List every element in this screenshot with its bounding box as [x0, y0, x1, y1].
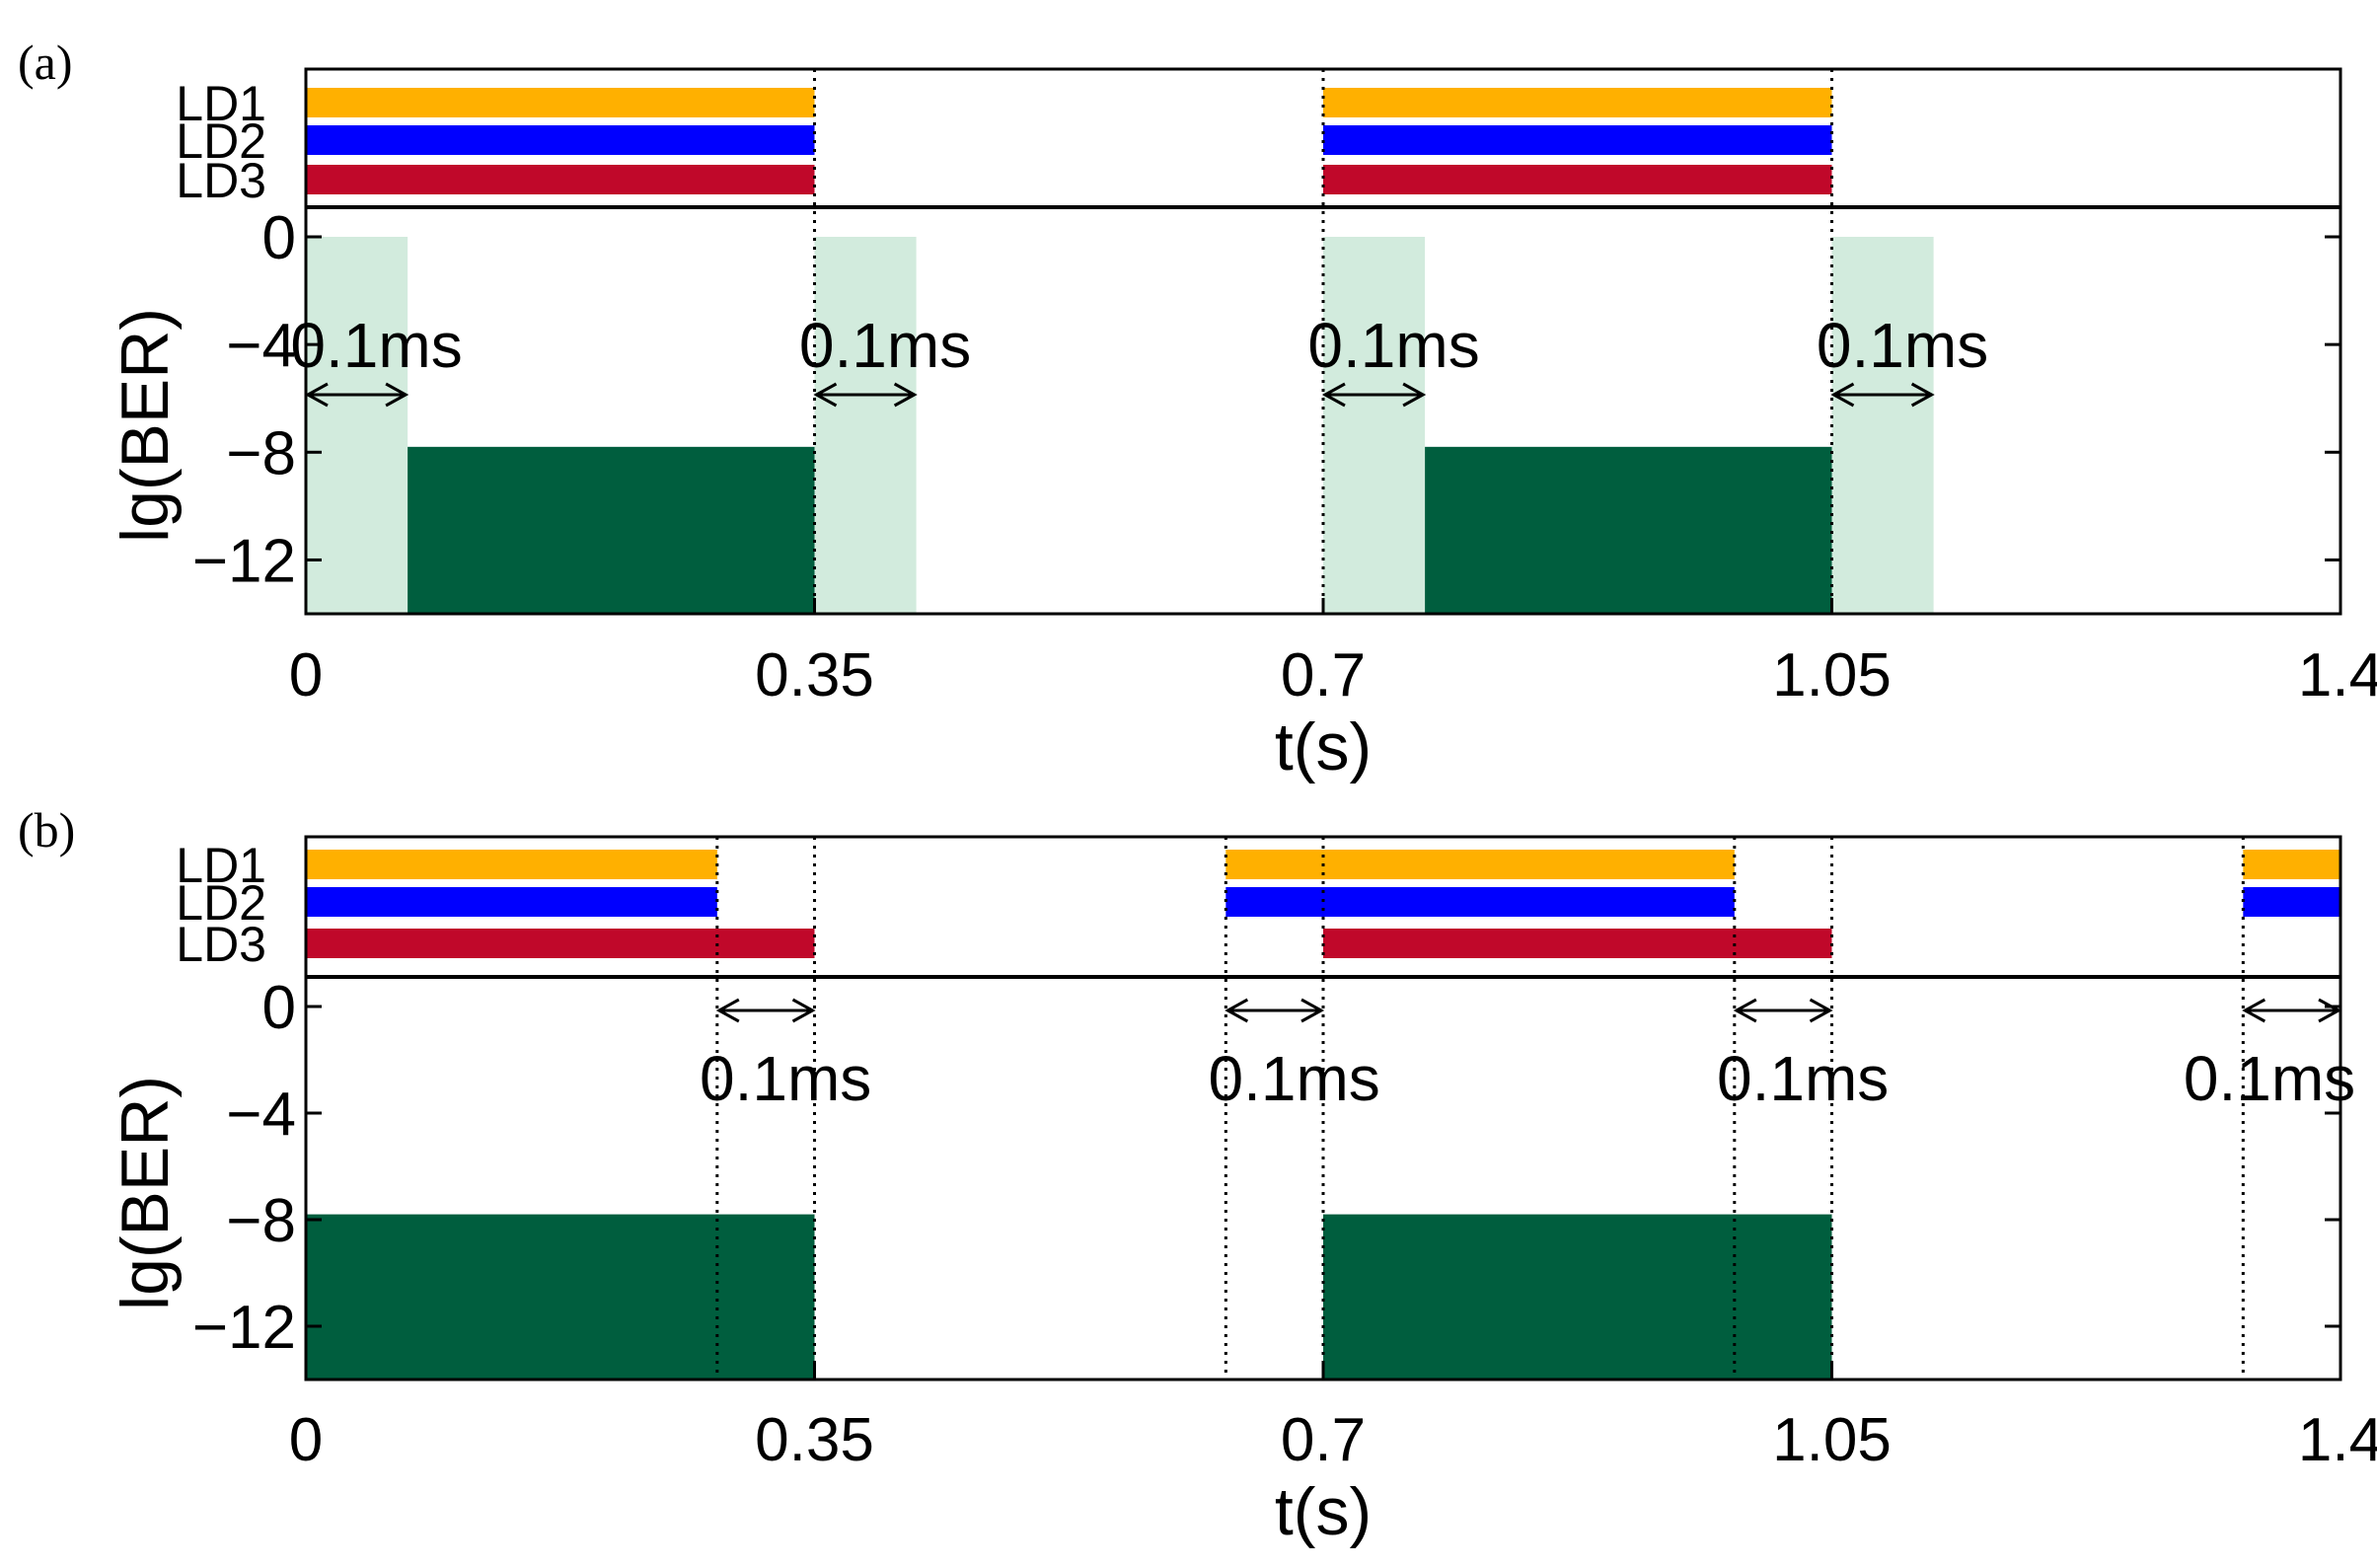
transition-window [1323, 237, 1426, 614]
ld-label: LD1 [176, 76, 266, 131]
laser-bar-ld1 [1323, 88, 1832, 117]
laser-bar-ld2 [2243, 887, 2340, 917]
annotation-label: 0.1ms [290, 310, 462, 381]
arrow-head-left [715, 998, 740, 1023]
x-axis-label: t(s) [1275, 1474, 1372, 1549]
x-tick-label: 1.4 [2298, 1406, 2377, 1474]
ber-bar [408, 446, 815, 614]
arrow-head-right [2318, 998, 2342, 1023]
laser-bar-ld1 [306, 850, 717, 879]
x-tick-label: 0 [289, 641, 323, 709]
laser-bar-ld2 [1226, 887, 1735, 917]
arrow-head-left [2242, 998, 2266, 1023]
transition-window [306, 237, 409, 614]
ld-label: LD1 [176, 838, 266, 893]
annotation-label: 0.1ms [1209, 1043, 1380, 1114]
arrow-head-right [1402, 382, 1427, 408]
annotation-label: 0.1ms [1307, 310, 1479, 381]
laser-bar-ld1 [2243, 850, 2340, 879]
arrow-head-left [813, 382, 838, 408]
laser-bar-ld3 [1323, 165, 1832, 194]
x-tick-label: 1.05 [1772, 1406, 1892, 1474]
y-tick-label: −8 [226, 1187, 296, 1255]
laser-bar-ld3 [1323, 929, 1832, 958]
laser-bar-ld2 [306, 887, 717, 917]
y-tick-label: −12 [192, 527, 296, 595]
laser-bar-ld1 [1226, 850, 1735, 879]
x-tick-label: 0.35 [755, 641, 874, 709]
annotation-label: 0.1ms [700, 1043, 871, 1114]
x-tick-label: 1.4 [2298, 641, 2377, 709]
arrow-head-right [1300, 998, 1325, 1023]
x-tick-label: 0 [289, 1406, 323, 1474]
x-tick-label: 0.7 [1281, 1406, 1366, 1474]
x-tick-label: 0.7 [1281, 641, 1366, 709]
ber-bar [306, 1214, 815, 1380]
ber-bar [1323, 1214, 1832, 1380]
laser-bar-ld1 [306, 88, 815, 117]
laser-bar-ld2 [1323, 125, 1832, 155]
arrow-head-right [1809, 998, 1833, 1023]
y-tick-label: 0 [262, 204, 296, 272]
laser-bar-ld3 [306, 929, 815, 958]
arrow-head-left [1830, 382, 1855, 408]
arrow-head-right [791, 998, 816, 1023]
arrow-head-right [1910, 382, 1935, 408]
ld-label: LD3 [176, 153, 266, 208]
ber-bar [1425, 446, 1832, 614]
y-axis-label: lg(BER) [108, 308, 183, 543]
transition-window [1831, 237, 1934, 614]
y-tick-label: −4 [226, 1081, 296, 1149]
laser-bar-ld2 [306, 125, 815, 155]
annotation-label: 0.1ms [2184, 1043, 2355, 1114]
x-tick-label: 0.35 [755, 1406, 874, 1474]
laser-bar-ld3 [306, 165, 815, 194]
y-tick-label: 0 [262, 974, 296, 1042]
arrow-head-left [1321, 382, 1346, 408]
ld-label: LD2 [176, 875, 266, 931]
panel-label: (a) [18, 35, 73, 90]
annotation-label: 0.1ms [1817, 310, 1988, 381]
y-tick-label: −8 [226, 419, 296, 487]
ld-label: LD3 [176, 917, 266, 972]
arrow-head-left [304, 382, 329, 408]
x-axis-label: t(s) [1275, 709, 1372, 784]
panel-label: (b) [18, 802, 75, 858]
ld-label: LD2 [176, 113, 266, 169]
x-tick-label: 1.05 [1772, 641, 1892, 709]
arrow-head-right [893, 382, 918, 408]
arrow-head-left [1225, 998, 1249, 1023]
transition-window [814, 237, 917, 614]
annotation-label: 0.1ms [1717, 1043, 1889, 1114]
y-tick-label: −4 [226, 312, 296, 380]
y-tick-label: −12 [192, 1294, 296, 1362]
arrow-head-right [385, 382, 409, 408]
y-axis-label: lg(BER) [108, 1076, 183, 1310]
arrow-head-left [1733, 998, 1757, 1023]
annotation-label: 0.1ms [799, 310, 971, 381]
